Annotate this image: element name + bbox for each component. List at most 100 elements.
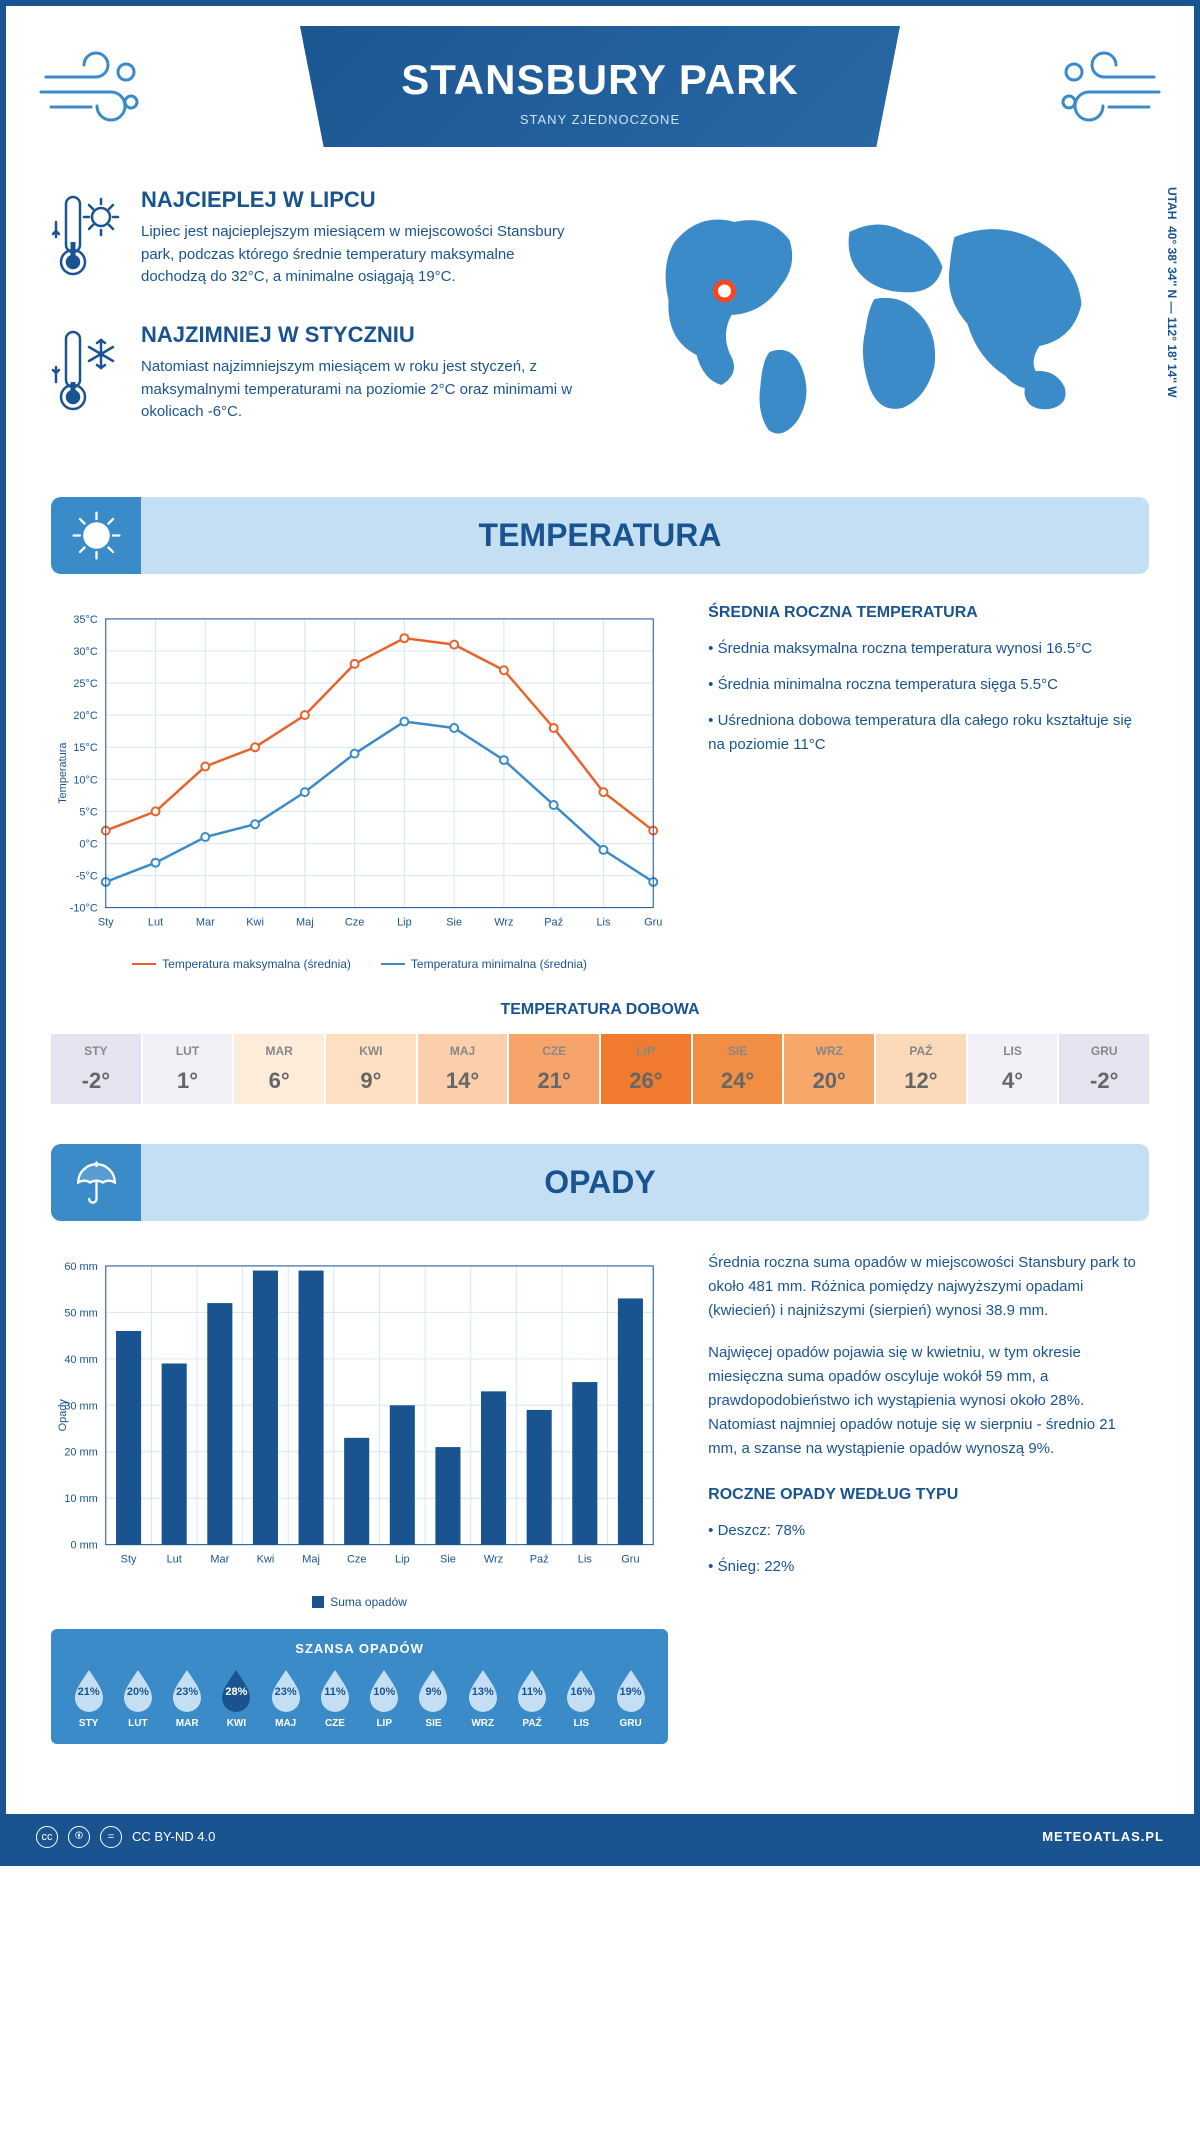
page-subtitle: STANY ZJEDNOCZONE [245,112,955,127]
svg-text:Lis: Lis [596,917,611,929]
chance-item: 10%LIP [362,1668,407,1729]
svg-text:10 mm: 10 mm [64,1494,97,1506]
daily-cell: LUT1° [143,1034,233,1104]
svg-text:Cze: Cze [347,1554,366,1566]
precipitation-chart: 0 mm 10 mm 20 mm 30 mm 40 mm 50 mm 60 mm Sty Lut… [51,1251,668,1579]
chance-item: 23%MAR [165,1668,210,1729]
wind-icon-right [1044,47,1164,127]
svg-text:20°C: 20°C [73,710,98,722]
chance-item: 11%CZE [312,1668,357,1729]
precip-title: OPADY [544,1164,655,1201]
daily-cell: PAŹ12° [876,1034,966,1104]
precip-header: OPADY [51,1144,1149,1221]
svg-text:30°C: 30°C [73,646,98,658]
daily-cell: LIP26° [601,1034,691,1104]
avg-temp-title: ŚREDNIA ROCZNA TEMPERATURA [708,604,1149,622]
daily-cell: MAJ14° [418,1034,508,1104]
svg-text:Kwi: Kwi [246,917,264,929]
svg-text:Mar: Mar [196,917,215,929]
warm-title: NAJCIEPLEJ W LIPCU [141,187,580,213]
cold-title: NAJZIMNIEJ W STYCZNIU [141,322,580,348]
daily-cell: KWI9° [326,1034,416,1104]
chance-item: 20%LUT [115,1668,160,1729]
by-type-title: ROCZNE OPADY WEDŁUG TYPU [708,1486,1149,1504]
svg-text:15°C: 15°C [73,742,98,754]
license-text: CC BY-ND 4.0 [132,1829,215,1844]
svg-text:20 mm: 20 mm [64,1447,97,1459]
svg-text:35°C: 35°C [73,614,98,626]
svg-text:Wrz: Wrz [484,1554,503,1566]
svg-text:0 mm: 0 mm [70,1540,97,1552]
daily-cell: CZE21° [509,1034,599,1104]
warmest-fact: NAJCIEPLEJ W LIPCU Lipiec jest najcieple… [51,187,580,292]
temperature-chart: -10°C-5°C0°C5°C10°C15°C20°C25°C30°C35°CS… [51,604,668,942]
svg-text:Lip: Lip [395,1554,410,1566]
temperature-header: TEMPERATURA [51,497,1149,574]
chance-title: SZANSA OPADÓW [66,1641,653,1656]
intro-section: NAJCIEPLEJ W LIPCU Lipiec jest najcieple… [51,187,1149,457]
svg-text:30 mm: 30 mm [64,1401,97,1413]
title-banner: STANSBURY PARK STANY ZJEDNOCZONE [205,26,995,147]
chance-item: 9%SIE [411,1668,456,1729]
svg-text:Maj: Maj [296,917,314,929]
svg-text:Paź: Paź [530,1554,549,1566]
cold-text: Natomiast najzimniejszym miesiącem w rok… [141,356,580,424]
svg-text:Kwi: Kwi [257,1554,275,1566]
svg-text:50 mm: 50 mm [64,1308,97,1320]
daily-cell: MAR6° [234,1034,324,1104]
svg-text:Temperatura: Temperatura [57,742,69,804]
svg-text:Mar: Mar [210,1554,229,1566]
svg-text:Lut: Lut [167,1554,182,1566]
svg-text:0°C: 0°C [79,838,97,850]
cc-icon: cc [36,1826,58,1848]
warm-text: Lipiec jest najcieplejszym miesiącem w m… [141,221,580,289]
chance-item: 13%WRZ [460,1668,505,1729]
svg-text:Maj: Maj [302,1554,320,1566]
svg-text:Opady: Opady [57,1399,69,1432]
chance-item: 23%MAJ [263,1668,308,1729]
svg-text:Lut: Lut [148,917,163,929]
svg-text:25°C: 25°C [73,678,98,690]
temp-bullets: • Średnia maksymalna roczna temperatura … [708,637,1149,757]
chance-item: 21%STY [66,1668,111,1729]
svg-text:Sty: Sty [98,917,114,929]
svg-text:Lip: Lip [397,917,412,929]
thermometer-sun-icon [51,187,121,292]
svg-text:60 mm: 60 mm [64,1261,97,1273]
daily-cell: SIE24° [693,1034,783,1104]
daily-cell: WRZ20° [784,1034,874,1104]
world-map [620,187,1149,447]
svg-text:Sty: Sty [121,1554,137,1566]
chance-box: SZANSA OPADÓW 21%STY20%LUT23%MAR28%KWI23… [51,1629,668,1744]
header-row: STANSBURY PARK STANY ZJEDNOCZONE [6,6,1194,147]
umbrella-icon [51,1144,141,1221]
svg-text:Sie: Sie [446,917,462,929]
svg-text:5°C: 5°C [79,806,97,818]
svg-text:-10°C: -10°C [70,903,98,915]
daily-cell: LIS4° [968,1034,1058,1104]
temperature-title: TEMPERATURA [479,517,722,554]
svg-text:Lis: Lis [578,1554,593,1566]
svg-text:Cze: Cze [345,917,364,929]
thermometer-snow-icon [51,322,121,427]
wind-icon-left [36,47,156,127]
temp-legend: Temperatura maksymalna (średnia) Tempera… [51,957,668,971]
page-title: STANSBURY PARK [245,56,955,104]
daily-temp-table: STY-2°LUT1°MAR6°KWI9°MAJ14°CZE21°LIP26°S… [51,1034,1149,1104]
daily-cell: STY-2° [51,1034,141,1104]
svg-text:Wrz: Wrz [494,917,513,929]
sun-icon [51,497,141,574]
svg-text:Gru: Gru [621,1554,639,1566]
chance-item: 11%PAŹ [509,1668,554,1729]
svg-text:Gru: Gru [644,917,662,929]
svg-text:-5°C: -5°C [76,871,98,883]
chance-item: 19%GRU [608,1668,653,1729]
chance-item: 28%KWI [214,1668,259,1729]
by-icon: 🅯 [68,1826,90,1848]
footer: cc 🅯 = CC BY-ND 4.0 METEOATLAS.PL [6,1814,1194,1860]
precip-legend: Suma opadów [51,1595,668,1609]
svg-text:Sie: Sie [440,1554,456,1566]
daily-cell: GRU-2° [1059,1034,1149,1104]
svg-text:40 mm: 40 mm [64,1354,97,1366]
precip-text: Średnia roczna suma opadów w miejscowośc… [708,1251,1149,1461]
